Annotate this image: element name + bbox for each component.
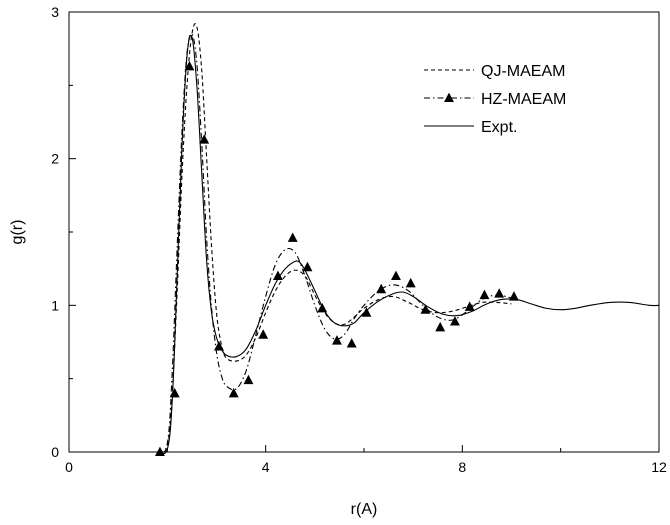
series-line-expt [157,34,660,455]
x-tick-label: 12 [651,459,667,475]
y-tick-label: 3 [51,4,59,20]
data-point-marker [287,232,298,242]
data-point-marker [302,261,313,272]
series-layer [155,23,660,457]
x-tick-label: 4 [262,459,270,475]
data-point-marker [494,288,505,298]
data-point-marker [273,270,283,281]
y-tick-label: 2 [51,151,59,167]
data-point-marker [464,301,475,311]
data-point-marker [450,316,460,326]
data-point-marker [391,270,401,281]
legend-label: HZ-MAEAM [481,91,566,108]
y-axis-label: g(r) [9,220,26,245]
x-tick-label: 8 [458,459,466,475]
data-point-marker [243,374,254,385]
data-point-marker [435,321,446,332]
x-tick-label: 0 [65,459,73,475]
data-point-marker [479,289,490,300]
legend-label: Expt. [481,119,517,136]
data-point-marker [199,134,210,144]
data-point-marker [228,387,239,398]
data-point-marker [405,277,416,288]
data-point-marker [184,60,195,71]
data-point-marker [361,307,372,317]
data-point-marker [509,291,519,301]
data-point-marker [346,338,357,348]
data-point-marker [420,304,431,314]
data-point-marker [155,446,165,457]
legend-label: QJ-MAEAM [481,63,565,80]
y-tick-label: 1 [51,297,59,313]
y-tick-label: 0 [51,444,59,460]
x-axis-label: r(A) [351,501,378,518]
series-line-qj-maeam [157,23,512,453]
series-line-hz-maeam [157,33,512,453]
data-point-marker [258,329,269,339]
legend-marker [444,92,454,103]
plot-frame [68,11,660,453]
legend: QJ-MAEAM HZ-MAEAM Expt. [424,63,566,136]
data-point-marker [376,283,387,294]
data-point-marker [332,335,342,345]
